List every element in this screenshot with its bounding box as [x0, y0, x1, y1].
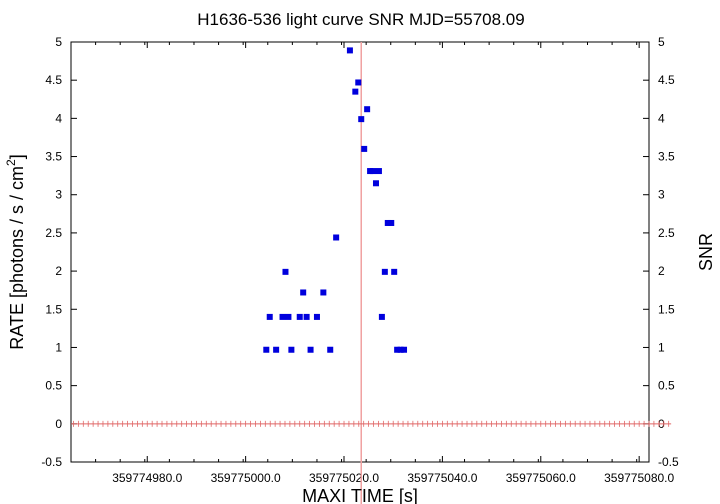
y2-tick-label: 0.5	[658, 379, 675, 393]
y2-tick-label: 4.5	[658, 73, 675, 87]
snr-point	[355, 79, 362, 86]
snr-point	[285, 313, 292, 320]
y2-tick-label: 2.5	[658, 226, 675, 240]
y-tick-label: 4	[55, 111, 62, 125]
snr-point	[394, 346, 401, 353]
snr-point	[352, 88, 359, 95]
snr-point	[397, 346, 404, 353]
y-tick-label: 5	[55, 35, 62, 49]
x-tick-label: 359774980.0	[112, 471, 182, 485]
snr-point	[273, 346, 280, 353]
y-axis-title: RATE [photons / s / cm2]	[4, 154, 27, 349]
snr-point	[364, 106, 371, 113]
snr-point	[303, 313, 310, 320]
y-tick-label: 2.5	[45, 226, 62, 240]
snr-point	[300, 289, 307, 296]
snr-point	[388, 219, 395, 226]
y2-tick-label: -0.5	[658, 455, 679, 469]
y-axis-title-sup: 2	[4, 159, 18, 166]
snr-point	[372, 180, 379, 187]
y-tick-label: 2	[55, 264, 62, 278]
axis-ticks	[70, 41, 649, 463]
y-tick-label: 1.5	[45, 302, 62, 316]
snr-point	[313, 313, 320, 320]
x-axis-labels: 359774980.0 359775000.0 359775020.0 3597750…	[112, 471, 674, 485]
chart-title: H1636-536 light curve SNR MJD=55708.09	[197, 10, 524, 29]
y2-tick-label: 5	[658, 35, 665, 49]
y-axis-right-labels: -0.500.511.522.533.544.55	[658, 35, 679, 469]
y-tick-label: 3	[55, 188, 62, 202]
plot-frame	[70, 41, 650, 463]
snr-point	[333, 234, 340, 241]
snr-point	[288, 346, 295, 353]
x-tick-label: 359775000.0	[211, 471, 281, 485]
y-axis-title-close: ]	[7, 154, 27, 159]
snr-point	[320, 289, 327, 296]
snr-point	[279, 313, 286, 320]
snr-point	[263, 346, 270, 353]
snr-point	[375, 168, 382, 175]
y-tick-label: 0.5	[45, 379, 62, 393]
y-tick-label: 3.5	[45, 150, 62, 164]
snr-point	[358, 116, 365, 123]
snr-point	[391, 268, 398, 275]
snr-point	[401, 346, 408, 353]
y2-tick-label: 3.5	[658, 150, 675, 164]
snr-point	[384, 219, 391, 226]
snr-point	[370, 168, 377, 175]
y-tick-label: 0	[55, 417, 62, 431]
snr-point	[327, 346, 334, 353]
snr-point	[346, 47, 353, 54]
y-axis-title-main: RATE [photons / s / cm	[7, 166, 27, 350]
y2-tick-label: 4	[658, 111, 665, 125]
y2-tick-label: 2	[658, 264, 665, 278]
x-tick-label: 359775040.0	[407, 471, 477, 485]
snr-point	[307, 346, 314, 353]
snr-series	[263, 47, 408, 353]
y-tick-label: -0.5	[41, 455, 62, 469]
x-tick-label: 359775060.0	[506, 471, 576, 485]
snr-point	[381, 268, 388, 275]
rate-series	[71, 420, 672, 427]
y2-axis-title: SNR	[696, 233, 716, 271]
x-axis-title: MAXI TIME [s]	[302, 486, 418, 504]
y-tick-label: 1	[55, 340, 62, 354]
y2-tick-label: 1	[658, 340, 665, 354]
y-axis-left-labels: -0.5 0 0.5 1 1.5 2 2.5 3 3.5 4 4.5 5	[41, 35, 62, 469]
snr-point	[378, 313, 385, 320]
snr-point	[361, 145, 368, 152]
x-tick-label: 359775080.0	[604, 471, 674, 485]
y2-tick-label: 1.5	[658, 302, 675, 316]
y2-tick-label: 3	[658, 188, 665, 202]
snr-point	[282, 268, 289, 275]
x-tick-label: 359775020.0	[309, 471, 379, 485]
snr-point	[296, 313, 303, 320]
y-tick-label: 4.5	[45, 73, 62, 87]
snr-point	[266, 313, 273, 320]
